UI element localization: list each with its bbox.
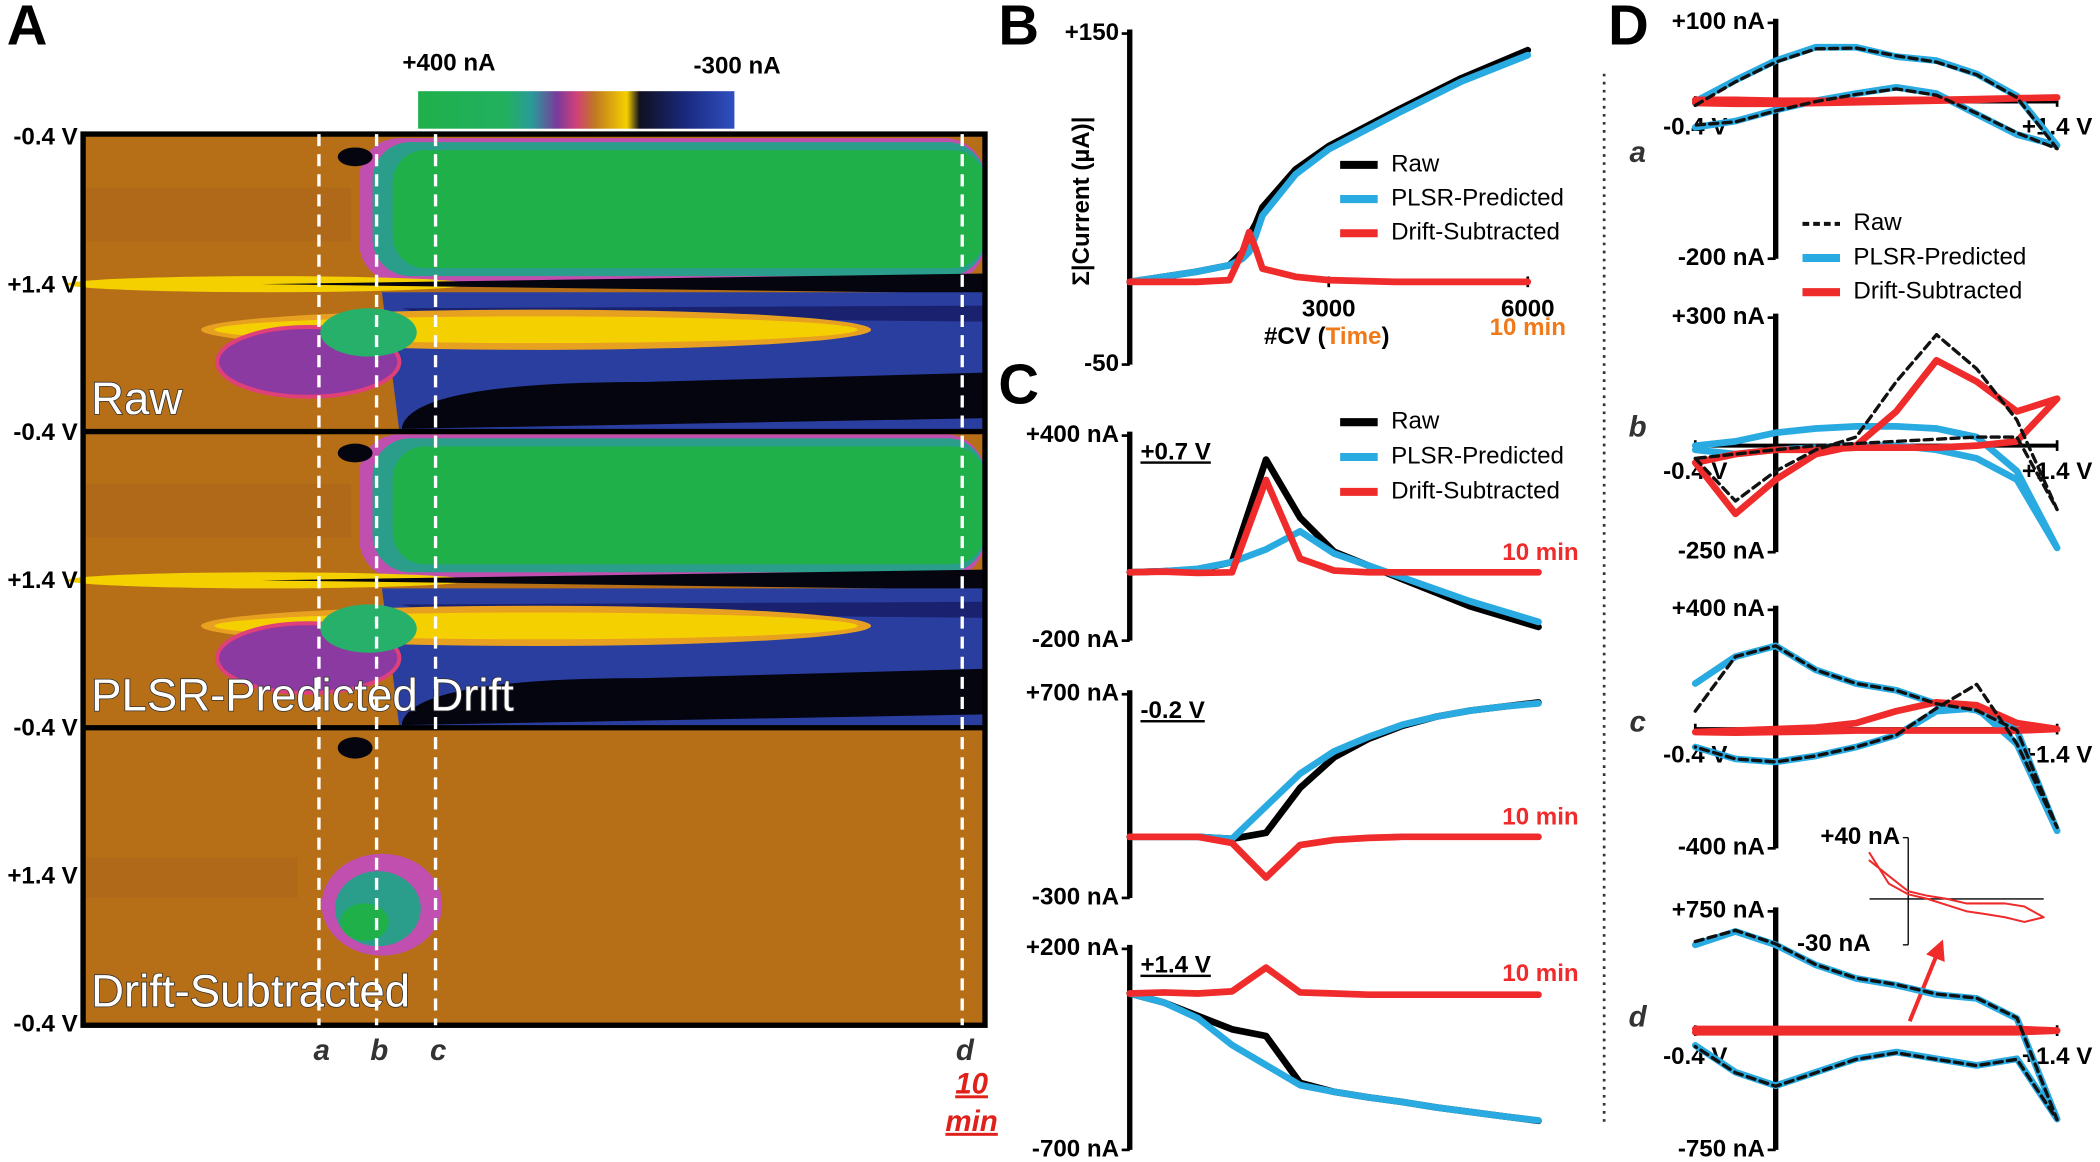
panel-letter: B <box>998 0 1039 56</box>
y-label: +1.4 V <box>7 567 77 594</box>
legend-label: PLSR-Predicted <box>1853 243 2026 270</box>
y-tick-label: -200 nA <box>1678 244 1765 271</box>
subplot-label: c <box>1629 706 1645 739</box>
y-tick-label: -250 nA <box>1678 538 1765 565</box>
series-line <box>1126 46 1532 286</box>
marker-label: a <box>313 1034 329 1067</box>
marker-label: c <box>430 1034 446 1067</box>
heatmap-shade <box>83 857 298 898</box>
series-line <box>1126 476 1542 577</box>
series-line <box>1693 928 2059 1122</box>
y-axis-label: Σ|Current (µA)| <box>1068 117 1095 286</box>
x-tick-label: 3000 <box>1302 295 1356 322</box>
x-axis-label-part: #CV ( <box>1264 323 1326 350</box>
heatmap-raw <box>67 134 985 432</box>
series-line <box>1126 51 1532 286</box>
inset-y-tick-label: -30 nA <box>1797 930 1871 957</box>
legend-label: Raw <box>1391 408 1440 435</box>
subplot-label: +1.4 V <box>1140 952 1210 979</box>
legend-label: Raw <box>1853 209 1902 236</box>
subplot-label: d <box>1629 1000 1648 1033</box>
y-tick-label: -300 nA <box>1032 883 1119 910</box>
annotation: 10 min <box>1502 539 1578 566</box>
y-tick-label: +100 nA <box>1672 8 1765 35</box>
x-axis-label-part: ) <box>1381 323 1389 350</box>
y-tick-label: -400 nA <box>1678 834 1765 861</box>
legend-label: PLSR-Predicted <box>1391 184 1564 211</box>
y-label: -0.4 V <box>13 1010 77 1037</box>
x-axis-label: #CV (Time) <box>1264 323 1390 350</box>
series-line <box>1126 228 1532 286</box>
panel-letter: C <box>998 353 1039 416</box>
panel-letter: D <box>1608 0 1649 56</box>
y-label: +1.4 V <box>7 271 77 298</box>
y-tick-label: +200 nA <box>1026 934 1119 961</box>
y-label: -0.4 V <box>13 419 77 446</box>
marker-label: b <box>370 1034 388 1067</box>
subplot-label: b <box>1629 411 1647 444</box>
row-title: Drift-Subtracted <box>91 965 410 1016</box>
y-tick-label: +150 <box>1065 19 1119 46</box>
x-axis-label-part: Time <box>1326 323 1382 350</box>
inset-arrow <box>1907 939 1945 1022</box>
subplot-label: +0.7 V <box>1140 438 1210 465</box>
series-line <box>1126 527 1542 626</box>
x-tick-label: 6000 <box>1501 295 1555 322</box>
colorbar <box>418 91 735 129</box>
marker-note: 10 <box>955 1067 988 1100</box>
series-line <box>1691 1025 2061 1036</box>
x-tick-label: +1.4 V <box>2022 458 2092 485</box>
series-line <box>1693 46 2059 151</box>
legend-label: Drift-Subtracted <box>1391 477 1560 504</box>
series-line <box>1693 644 2059 830</box>
heatmap-image <box>67 91 988 1028</box>
y-tick-label: -50 <box>1084 350 1119 377</box>
inset-y-tick-label: +40 nA <box>1820 823 1900 850</box>
row-title: PLSR-Predicted Drift <box>91 669 514 720</box>
row-title: Raw <box>91 373 182 424</box>
annotation: 10 min <box>1490 314 1566 341</box>
series-line <box>1691 698 2061 737</box>
series-line <box>1691 642 2061 835</box>
legend-label: Drift-Subtracted <box>1853 278 2022 305</box>
y-label: +1.4 V <box>7 863 77 890</box>
colorbar-label: -300 nA <box>694 52 781 79</box>
series-line <box>1126 990 1542 1124</box>
series-line <box>1126 833 1542 881</box>
legend-label: PLSR-Predicted <box>1391 442 1564 469</box>
y-tick-label: +700 nA <box>1026 680 1119 707</box>
series-line <box>1693 333 2059 512</box>
annotation: 10 min <box>1502 960 1578 987</box>
panel-letter: A <box>7 0 48 56</box>
subplot-label: -0.2 V <box>1140 697 1204 724</box>
y-tick-label: -700 nA <box>1032 1135 1119 1162</box>
heatmap-frame <box>80 131 988 1028</box>
marker-note: min <box>945 1105 997 1138</box>
annotation: 10 min <box>1502 803 1578 830</box>
heatmap-blob <box>340 903 389 941</box>
y-tick-label: +300 nA <box>1672 303 1765 330</box>
y-tick-label: +400 nA <box>1672 595 1765 622</box>
y-tick-label: +400 nA <box>1026 421 1119 448</box>
marker-label: d <box>956 1034 975 1067</box>
y-label: -0.4 V <box>13 715 77 742</box>
series-line <box>1691 928 2061 1123</box>
y-tick-label: -200 nA <box>1032 626 1119 653</box>
colorbar-label: +400 nA <box>402 50 495 77</box>
y-tick-label: -750 nA <box>1678 1135 1765 1162</box>
series-line <box>1868 851 2045 923</box>
y-tick-label: +750 nA <box>1672 897 1765 924</box>
heatmap-blob <box>337 737 373 759</box>
y-label: -0.4 V <box>13 123 77 150</box>
legend-label: Raw <box>1391 150 1440 177</box>
series-line <box>1126 964 1542 999</box>
legend-label: Drift-Subtracted <box>1391 219 1560 246</box>
subplot-label: a <box>1629 136 1645 169</box>
